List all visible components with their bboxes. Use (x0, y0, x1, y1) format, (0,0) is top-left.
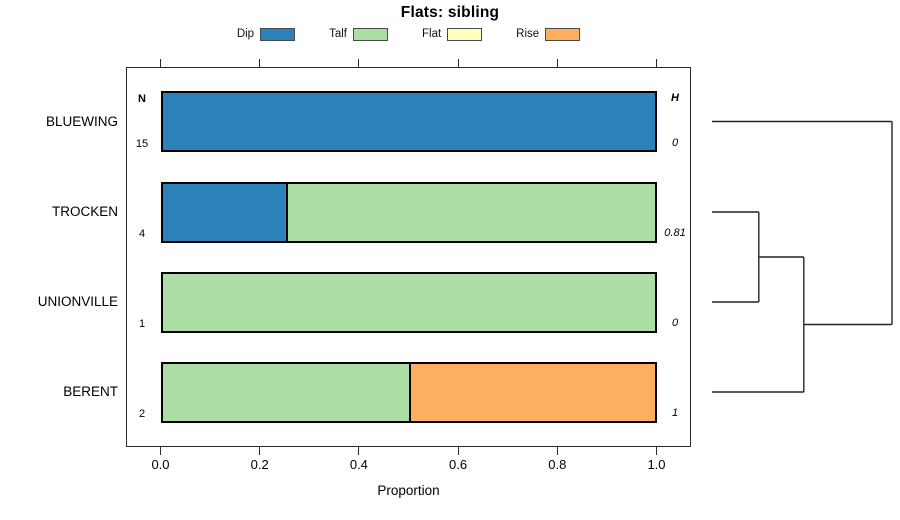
legend-swatch (447, 27, 483, 41)
h-value: 0.81 (664, 227, 686, 239)
h-value: 0 (671, 317, 679, 329)
bar-row-unionville (160, 271, 657, 333)
legend-item-label: Talf (329, 28, 347, 40)
x-axis-tick-top (656, 59, 657, 67)
h-value: 0 (671, 136, 679, 149)
bar-row-bluewing (160, 91, 657, 152)
legend-swatch (260, 27, 296, 41)
n-value: 15 (135, 137, 149, 150)
x-tick-label: 0.6 (449, 457, 468, 472)
bar-segment-talf (285, 183, 655, 241)
bar-segment-dip (162, 93, 655, 150)
legend-item: Flat (421, 27, 483, 41)
h-value: 1 (671, 407, 679, 419)
x-axis-tick-bottom (160, 447, 161, 455)
legend-swatch (352, 27, 388, 41)
bar-segment-talf (162, 363, 409, 421)
n-column-header: N (138, 93, 146, 105)
x-axis-tick-bottom (358, 447, 360, 455)
legend: Dip Talf Flat Rise (126, 26, 691, 42)
bar-row-berent (160, 361, 657, 423)
x-axis-tick-top (457, 59, 459, 67)
x-axis-title: Proportion (377, 483, 440, 498)
x-axis-tick-top (259, 59, 261, 67)
x-tick-label: 0.2 (250, 457, 269, 472)
category-label: TROCKEN (51, 204, 118, 219)
bar-segment-dip (162, 183, 286, 241)
x-tick-label: 0.8 (548, 457, 567, 472)
bar-segment-talf (162, 273, 655, 331)
x-axis-tick-top (556, 59, 558, 67)
h-column-header: H (671, 92, 679, 104)
n-value: 4 (138, 228, 146, 240)
legend-item: Rise (516, 27, 581, 41)
legend-item: Dip (236, 27, 296, 41)
legend-item: Talf (329, 27, 388, 41)
x-axis-tick-bottom (556, 447, 558, 455)
legend-item-label: Rise (516, 28, 540, 40)
n-value: 1 (138, 318, 146, 330)
n-value: 2 (138, 408, 146, 420)
bar-row-trocken (160, 181, 657, 243)
x-tick-label: 0.4 (349, 457, 368, 472)
x-axis-tick-bottom (259, 447, 261, 455)
x-tick-label: 0.0 (151, 457, 170, 472)
legend-swatch (545, 27, 581, 41)
x-axis-tick-bottom (457, 447, 459, 455)
chart-title: Flats: sibling (400, 4, 500, 21)
category-label: BERENT (63, 384, 118, 399)
x-axis-tick-bottom (656, 447, 657, 455)
legend-item-label: Flat (421, 28, 442, 40)
category-label: UNIONVILLE (37, 294, 118, 309)
legend-item-label: Dip (236, 28, 255, 40)
category-label: BLUEWING (45, 113, 118, 129)
x-axis-tick-top (160, 59, 161, 67)
x-tick-label: 1.0 (647, 457, 666, 472)
bar-segment-rise (408, 363, 655, 421)
x-axis-tick-top (358, 59, 360, 67)
